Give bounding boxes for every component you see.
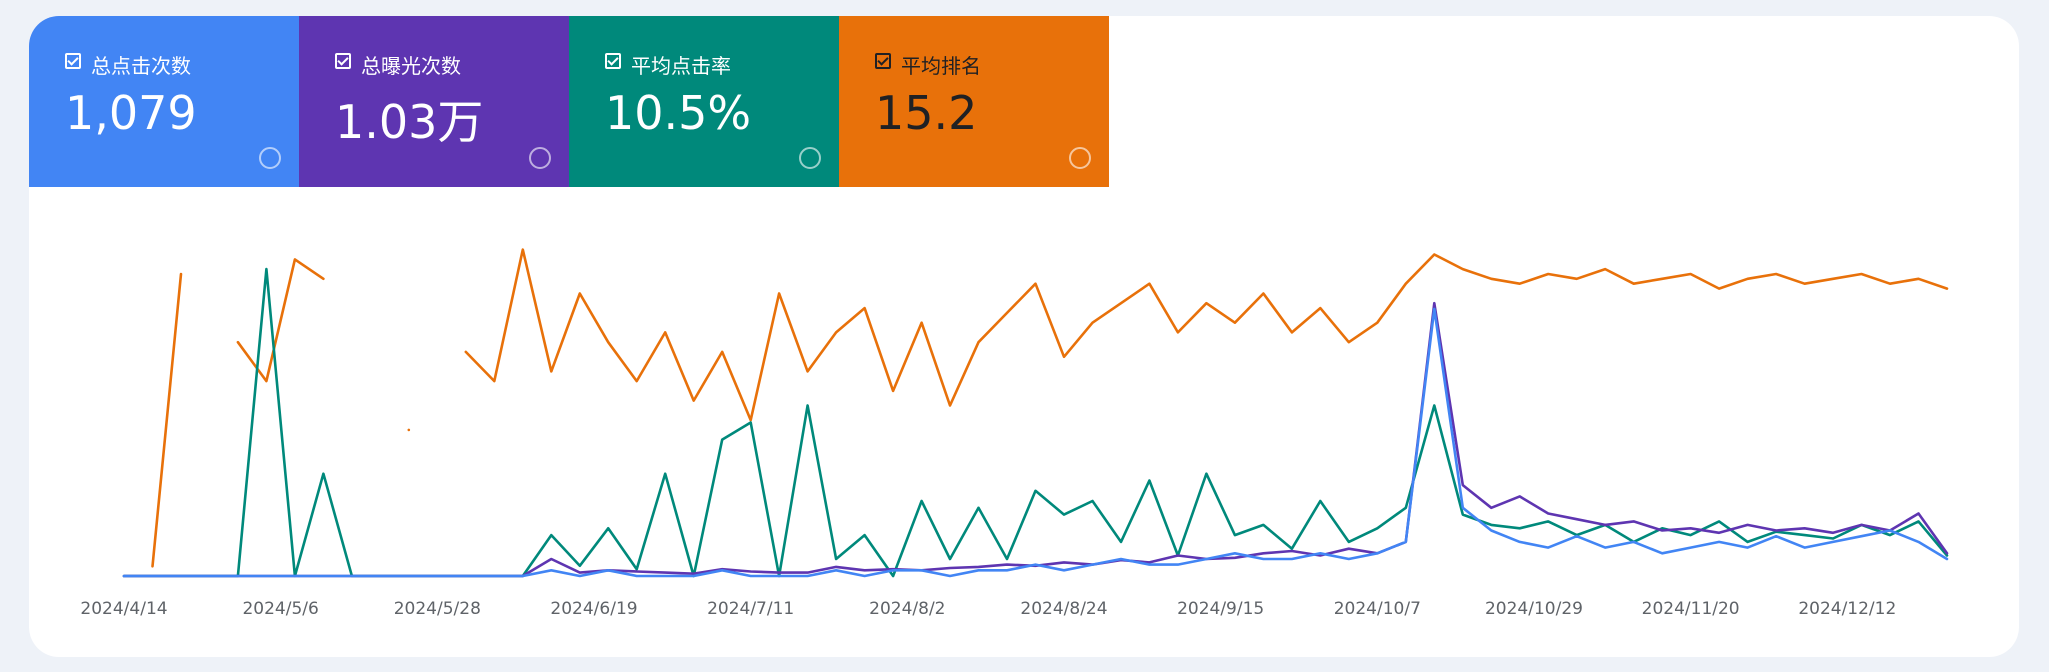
chart: 2024/4/14 2024/5/6 2024/5/28 2024/6/19 2024/… <box>80 248 1949 619</box>
x-tick-label: 2024/8/2 <box>869 599 945 619</box>
series-line <box>122 307 1949 578</box>
metric-value: 1,079 <box>65 86 197 140</box>
x-tick-label: 2024/12/12 <box>1798 599 1896 619</box>
series-line <box>151 248 1949 568</box>
help-icon[interactable] <box>259 147 281 169</box>
x-tick-label: 2024/5/28 <box>394 599 481 619</box>
metric-label: 总点击次数 <box>91 54 191 78</box>
x-tick-label: 2024/8/24 <box>1020 599 1107 619</box>
x-tick-label: 2024/11/20 <box>1642 599 1740 619</box>
series-line <box>122 301 1949 578</box>
checkbox[interactable] <box>875 53 891 69</box>
metric-label: 总曝光次数 <box>361 54 461 78</box>
x-tick-label: 2024/9/15 <box>1177 599 1264 619</box>
checkbox[interactable] <box>335 53 351 69</box>
metric-value: 10.5% <box>605 86 752 140</box>
checkbox[interactable] <box>65 53 81 69</box>
metric-label: 平均点击率 <box>631 54 731 78</box>
help-icon[interactable] <box>799 147 821 169</box>
x-tick-label: 2024/5/6 <box>242 599 318 619</box>
help-icon[interactable] <box>1069 147 1091 169</box>
x-tick-label: 2024/10/7 <box>1334 599 1421 619</box>
x-tick-label: 2024/6/19 <box>550 599 637 619</box>
help-icon[interactable] <box>529 147 551 169</box>
metric-value: 15.2 <box>875 86 978 140</box>
metric-tile[interactable]: 平均点击率 10.5% <box>569 16 839 187</box>
x-tick-label: 2024/10/29 <box>1485 599 1583 619</box>
metric-tile[interactable]: 平均排名 15.2 <box>839 16 1109 187</box>
metric-tile[interactable]: 总点击次数 1,079 <box>29 16 299 187</box>
performance-card: 总点击次数 1,079 总曝光次数 1.03万 平均点击率 10.5% 平均排名 15.… <box>29 16 2019 657</box>
metric-tile[interactable]: 总曝光次数 1.03万 <box>299 16 569 187</box>
x-tick-label: 2024/4/14 <box>80 599 167 619</box>
metric-label: 平均排名 <box>901 54 981 78</box>
checkbox[interactable] <box>605 53 621 69</box>
metric-value: 1.03万 <box>335 95 484 149</box>
x-tick-label: 2024/7/11 <box>707 599 794 619</box>
